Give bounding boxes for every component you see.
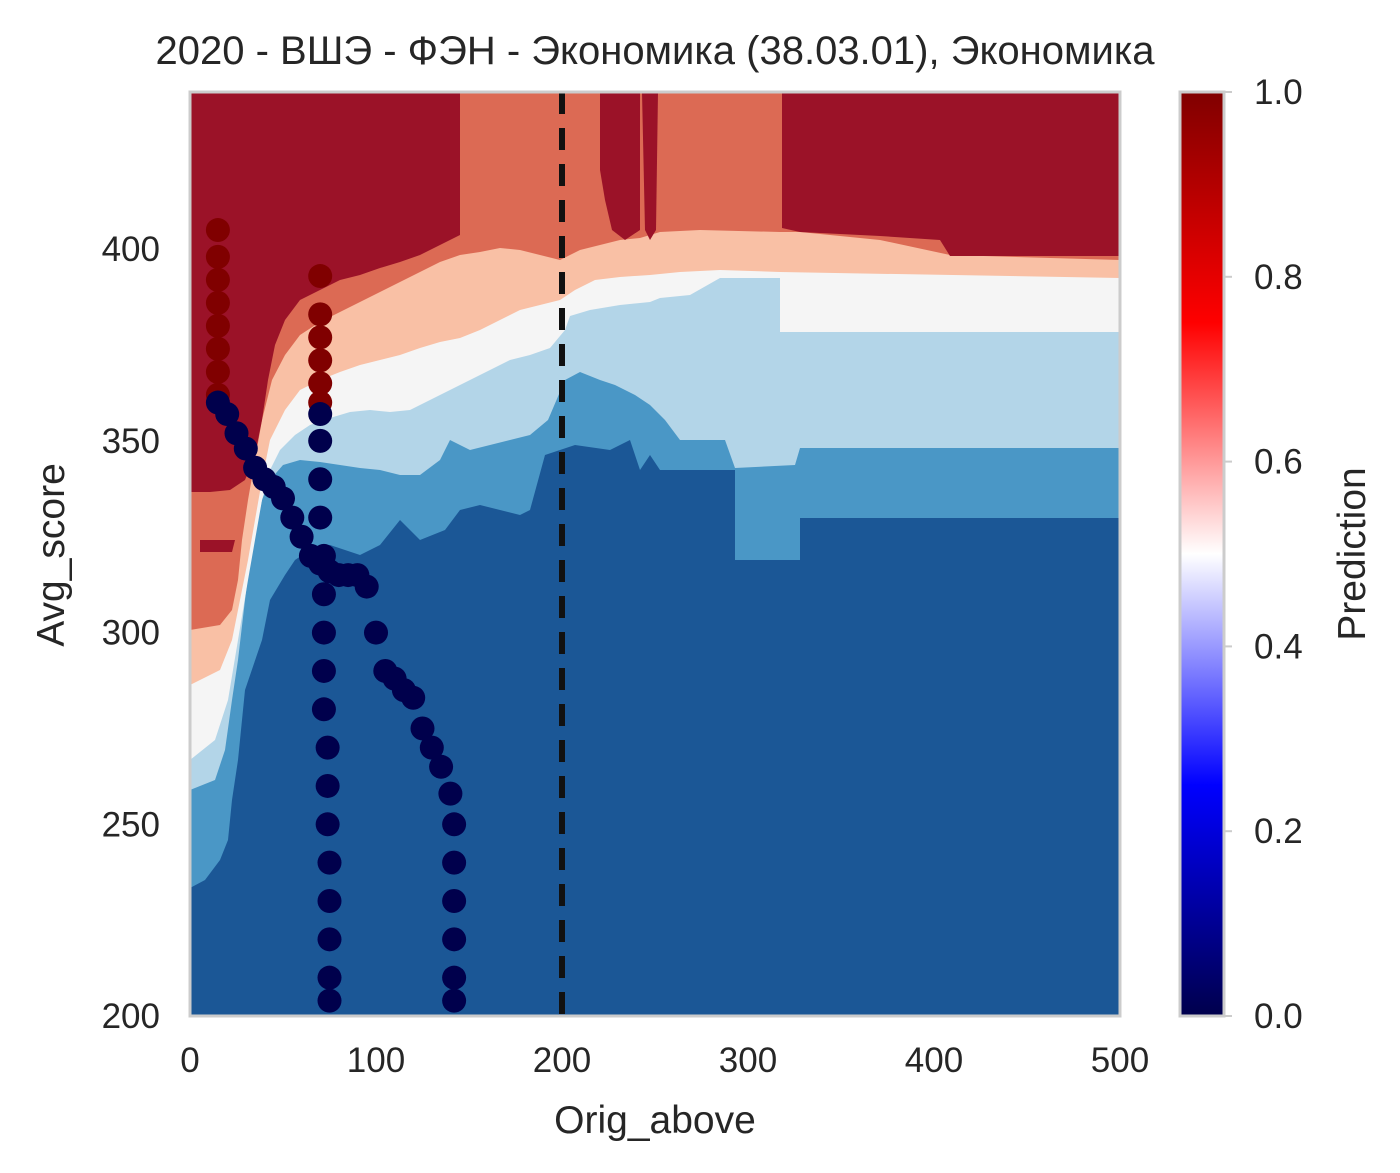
scatter-point-1-21 (401, 685, 426, 710)
scatter-point-1-26 (442, 812, 467, 837)
y-tick-label: 300 (102, 614, 160, 653)
x-tick-label: 100 (347, 1041, 405, 1080)
scatter-point-1-32 (308, 402, 333, 427)
y-tick-label: 250 (102, 805, 160, 844)
scatter-point-0-3 (205, 290, 230, 315)
scatter-point-1-45 (317, 888, 342, 913)
scatter-point-1-3 (233, 436, 258, 461)
plot-area (190, 92, 1120, 1016)
colorbar-tick-label: 0.2 (1254, 812, 1303, 851)
scatter-point-1-42 (315, 773, 340, 798)
scatter-point-1-29 (442, 927, 467, 952)
x-tick-label: 0 (180, 1041, 199, 1080)
colorbar-tick-label: 1.0 (1254, 73, 1303, 112)
x-tick-label: 500 (1091, 1041, 1149, 1080)
scatter-point-1-27 (442, 850, 467, 875)
scatter-point-1-36 (311, 543, 336, 568)
colorbar-tick-label: 0.8 (1254, 258, 1303, 297)
x-tick-label: 300 (719, 1041, 777, 1080)
scatter-point-0-11 (308, 348, 333, 373)
scatter-point-1-23 (419, 735, 444, 760)
scatter-point-1-35 (308, 505, 333, 530)
scatter-point-0-0 (205, 218, 230, 243)
colorbar-ticks: 0.0 0.2 0.4 0.6 0.8 1.0 (1224, 73, 1303, 1036)
scatter-point-0-10 (308, 325, 333, 350)
contour-level-6-top-a (600, 92, 640, 240)
scatter-point-0-9 (308, 302, 333, 327)
scatter-point-1-43 (315, 812, 340, 837)
scatter-point-1-22 (410, 716, 435, 741)
x-tick-label: 200 (533, 1041, 591, 1080)
y-axis-label: Avg_score (30, 463, 73, 647)
scatter-point-1-48 (317, 988, 342, 1013)
contour-level-6 (190, 92, 460, 492)
contour-level-6-top-b (642, 92, 658, 240)
scatter-point-1-47 (317, 965, 342, 990)
plot-frame (188, 90, 1122, 1018)
colorbar-tick-label: 0.6 (1254, 443, 1303, 482)
y-tick-label: 400 (102, 230, 160, 269)
colorbar-tick-label: 0.0 (1254, 997, 1303, 1036)
scatter-point-1-9 (289, 524, 314, 549)
x-axis-ticks: 0 100 200 300 400 500 (180, 1041, 1149, 1080)
scatter-point-0-4 (205, 313, 230, 338)
scatter-point-1-1 (215, 402, 240, 427)
scatter-point-1-17 (364, 620, 388, 645)
x-axis-label: Orig_above (554, 1099, 756, 1142)
scatter-point-0-5 (205, 336, 230, 361)
chart-title: 2020 - ВШЭ - ФЭН - Экономика (38.03.01),… (156, 29, 1156, 73)
colorbar-tick-label: 0.4 (1254, 627, 1303, 666)
scatter-point-0-12 (308, 371, 333, 396)
scatter-point-1-25 (438, 781, 463, 806)
colorbar (1178, 90, 1226, 1018)
y-tick-label: 350 (102, 422, 160, 461)
scatter-point-1-38 (311, 620, 336, 645)
scatter-point-1-39 (311, 658, 336, 683)
scatter-point-1-46 (317, 927, 342, 952)
scatter-point-1-34 (308, 467, 333, 492)
scatter-point-1-37 (311, 582, 336, 607)
contour-level-6-top-c (782, 92, 1120, 256)
y-axis-ticks: 200 250 300 350 400 (102, 230, 160, 1036)
scatter-point-0-6 (205, 359, 230, 384)
scatter-point-1-30 (442, 965, 467, 990)
scatter-point-1-8 (280, 505, 305, 530)
scatter-point-1-24 (429, 754, 454, 779)
scatter-point-0-1 (205, 244, 230, 269)
x-tick-label: 400 (905, 1041, 963, 1080)
scatter-point-0-8 (308, 264, 333, 289)
contour-level-6-spot (200, 540, 235, 552)
scatter-point-1-28 (442, 888, 467, 913)
scatter-point-1-16 (354, 574, 379, 599)
y-tick-label: 200 (102, 997, 160, 1036)
scatter-point-1-41 (315, 735, 340, 760)
scatter-point-1-7 (271, 486, 295, 511)
scatter-point-1-33 (308, 428, 333, 453)
scatter-point-1-44 (317, 850, 342, 875)
scatter-point-1-31 (442, 988, 467, 1013)
scatter-point-1-40 (311, 697, 336, 722)
scatter-point-0-2 (205, 267, 230, 292)
colorbar-label: Prediction (1331, 467, 1374, 640)
scatter-marks (205, 218, 467, 1013)
